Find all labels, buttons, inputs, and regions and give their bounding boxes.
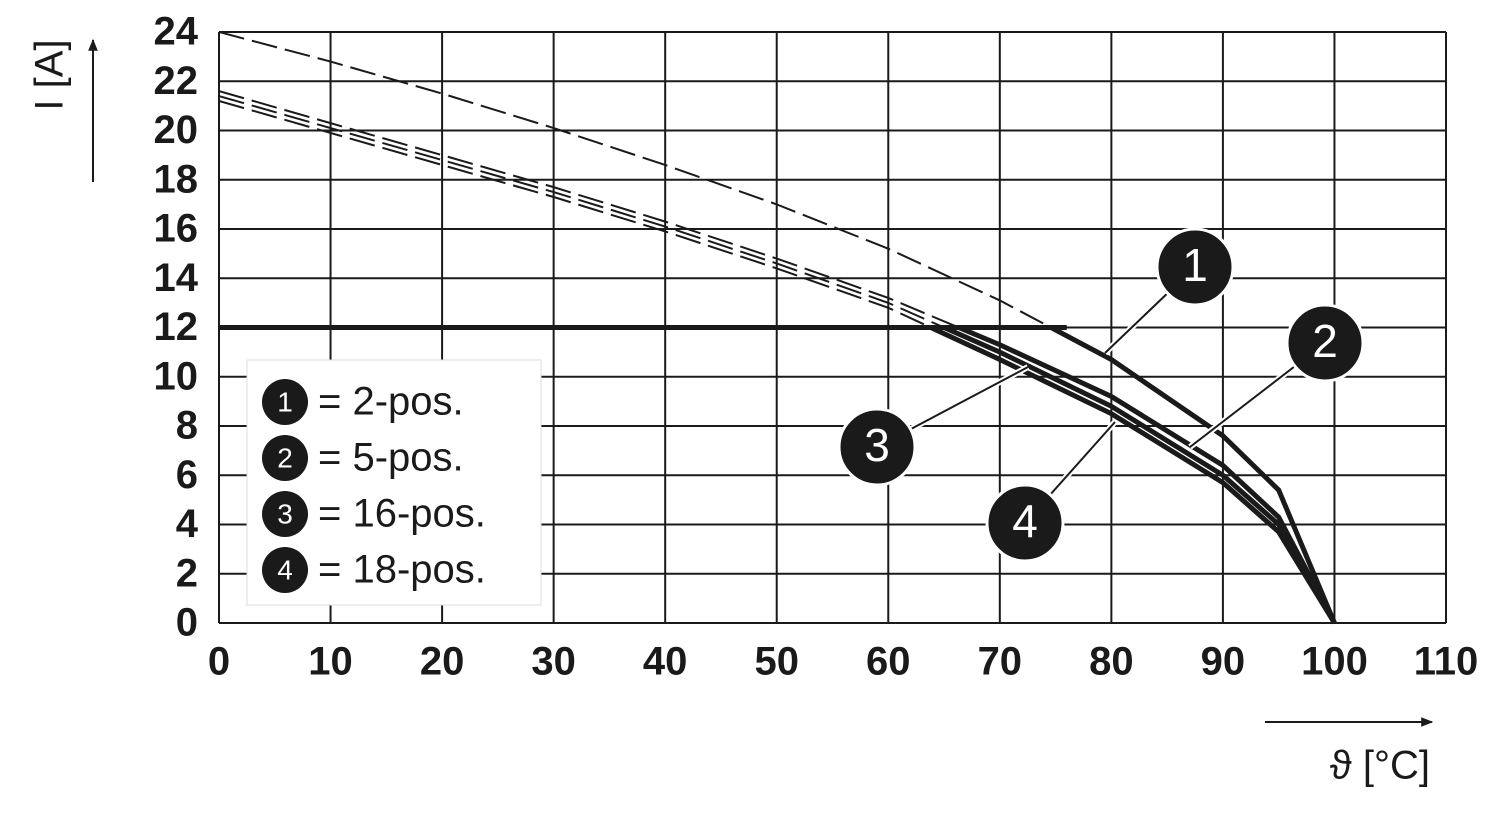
x-tick-label: 110 <box>1414 640 1479 684</box>
callout-label: 2 <box>1312 315 1338 367</box>
y-tick-label: 4 <box>176 502 199 546</box>
derating-curve <box>952 327 1337 625</box>
x-tick-label: 100 <box>1301 640 1368 684</box>
x-tick-label: 60 <box>866 640 911 684</box>
callout-label: 3 <box>864 419 890 471</box>
derating-curve <box>924 327 1337 625</box>
derating-curve-dashed <box>219 95 947 328</box>
x-tick-label: 0 <box>208 640 230 684</box>
derating-curve <box>1045 327 1337 624</box>
callout-circle <box>837 407 917 487</box>
callout-circle <box>1155 227 1235 307</box>
x-tick-label: 40 <box>643 640 688 684</box>
legend-marker <box>262 491 308 537</box>
x-tick-label: 30 <box>531 640 576 684</box>
y-tick-label: 0 <box>176 601 198 645</box>
y-tick-label: 20 <box>154 108 199 152</box>
legend-marker <box>262 547 308 593</box>
x-tick-label: 70 <box>978 640 1023 684</box>
y-tick-label: 22 <box>154 59 199 103</box>
x-tick-label: 50 <box>754 640 799 684</box>
legend-label: = 16-pos. <box>318 492 486 536</box>
legend-marker-label: 4 <box>277 554 293 585</box>
callout-circle <box>1285 303 1365 383</box>
legend-marker-label: 3 <box>277 498 293 529</box>
callout-circle <box>985 483 1065 563</box>
y-tick-label: 14 <box>154 256 199 300</box>
legend-label: = 2-pos. <box>318 380 464 424</box>
y-axis-label: I [A] <box>28 39 72 110</box>
x-axis-label: ϑ [°C] <box>1330 744 1430 788</box>
legend-marker <box>262 379 308 425</box>
y-tick-label: 6 <box>176 453 198 497</box>
derating-curve-dashed <box>219 99 934 328</box>
legend-label: = 5-pos. <box>318 436 464 480</box>
callout-label: 1 <box>1182 239 1208 291</box>
x-tick-label: 90 <box>1201 640 1246 684</box>
y-tick-label: 8 <box>176 404 198 448</box>
x-tick-label: 20 <box>420 640 465 684</box>
derating-curve <box>937 327 1337 625</box>
y-tick-label: 24 <box>154 10 199 54</box>
y-tick-label: 2 <box>176 551 198 595</box>
derating-curve-dashed <box>219 90 962 328</box>
callout-label: 4 <box>1012 495 1038 547</box>
y-tick-label: 10 <box>154 354 199 398</box>
legend-marker-label: 2 <box>277 442 293 473</box>
legend-label: = 18-pos. <box>318 548 486 592</box>
legend-marker <box>262 435 308 481</box>
y-tick-label: 12 <box>154 305 199 349</box>
y-tick-label: 18 <box>154 157 199 201</box>
legend-marker-label: 1 <box>277 386 293 417</box>
y-tick-label: 16 <box>154 207 199 251</box>
derating-curve-dashed <box>219 31 1054 328</box>
x-tick-label: 80 <box>1089 640 1134 684</box>
x-tick-label: 10 <box>308 640 353 684</box>
